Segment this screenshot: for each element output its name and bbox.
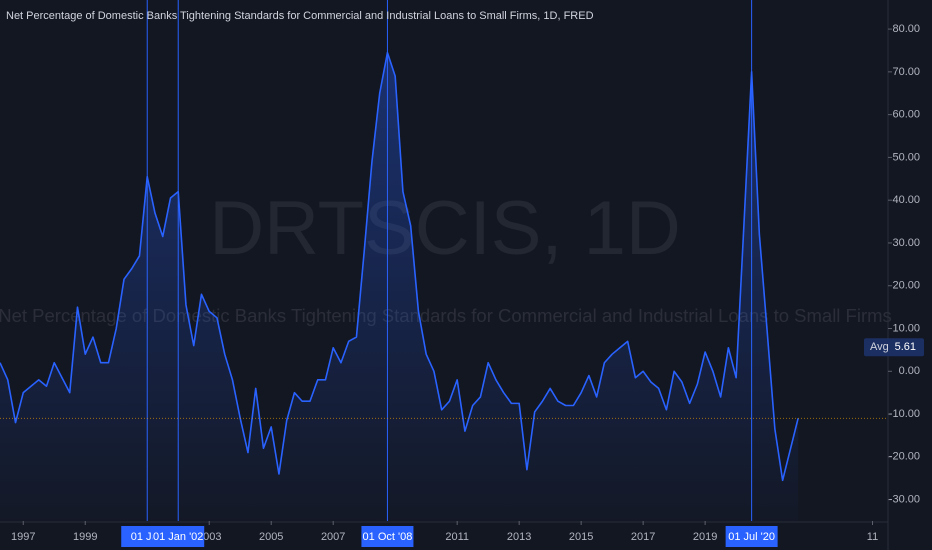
avg-value: 5.61 [895, 341, 916, 353]
y-tick-label: 80.00 [892, 23, 920, 35]
y-tick-label: -30.00 [889, 494, 920, 506]
plot [0, 0, 888, 522]
area [0, 52, 799, 522]
y-tick-label: -20.00 [889, 451, 920, 463]
marker-label-box [361, 526, 414, 547]
y-tick-label: 10.00 [892, 322, 920, 334]
x-tick-label: 2007 [321, 531, 345, 543]
y-tick-label: -10.00 [889, 408, 920, 420]
marker-label: 01 Jan '02 [153, 531, 203, 543]
marker-label: 01 Jul '20 [728, 531, 775, 543]
marker-label-box [725, 526, 778, 547]
chart-title[interactable]: Net Percentage of Domestic Banks Tighten… [6, 10, 594, 22]
x-tick-label: 1999 [73, 531, 97, 543]
x-tick-label: 2017 [631, 531, 655, 543]
avg-label: Avg [870, 341, 889, 353]
y-tick-label: 40.00 [892, 194, 920, 206]
avg-badge [864, 338, 924, 357]
y-tick-label: 30.00 [892, 237, 920, 249]
watermark-subtitle: Net Percentage of Domestic Banks Tighten… [0, 305, 892, 326]
y-tick-label: 50.00 [892, 151, 920, 163]
x-tick-label: 2011 [445, 531, 469, 543]
line [0, 51, 799, 482]
y-tick-label: 70.00 [892, 66, 920, 78]
watermark-group: DRTSCIS, 1D Net Percentage of Domestic B… [0, 186, 892, 326]
watermark: DRTSCIS, 1D [209, 186, 681, 271]
x-tick-label: 1997 [11, 531, 35, 543]
marker-label-box [152, 526, 205, 547]
marker-label: 01 Oct '08 [363, 531, 413, 543]
x-tick-label: 11 [867, 531, 878, 543]
y-tick-label: 20.00 [892, 280, 920, 292]
y-tick-label: 60.00 [892, 109, 920, 121]
x-tick-label: 2015 [569, 531, 593, 543]
x-tick-label: 2019 [693, 531, 717, 543]
y-tick-label: 0.00 [899, 365, 920, 377]
x-tick-label: 2005 [259, 531, 283, 543]
x-tick-label: 2013 [507, 531, 531, 543]
